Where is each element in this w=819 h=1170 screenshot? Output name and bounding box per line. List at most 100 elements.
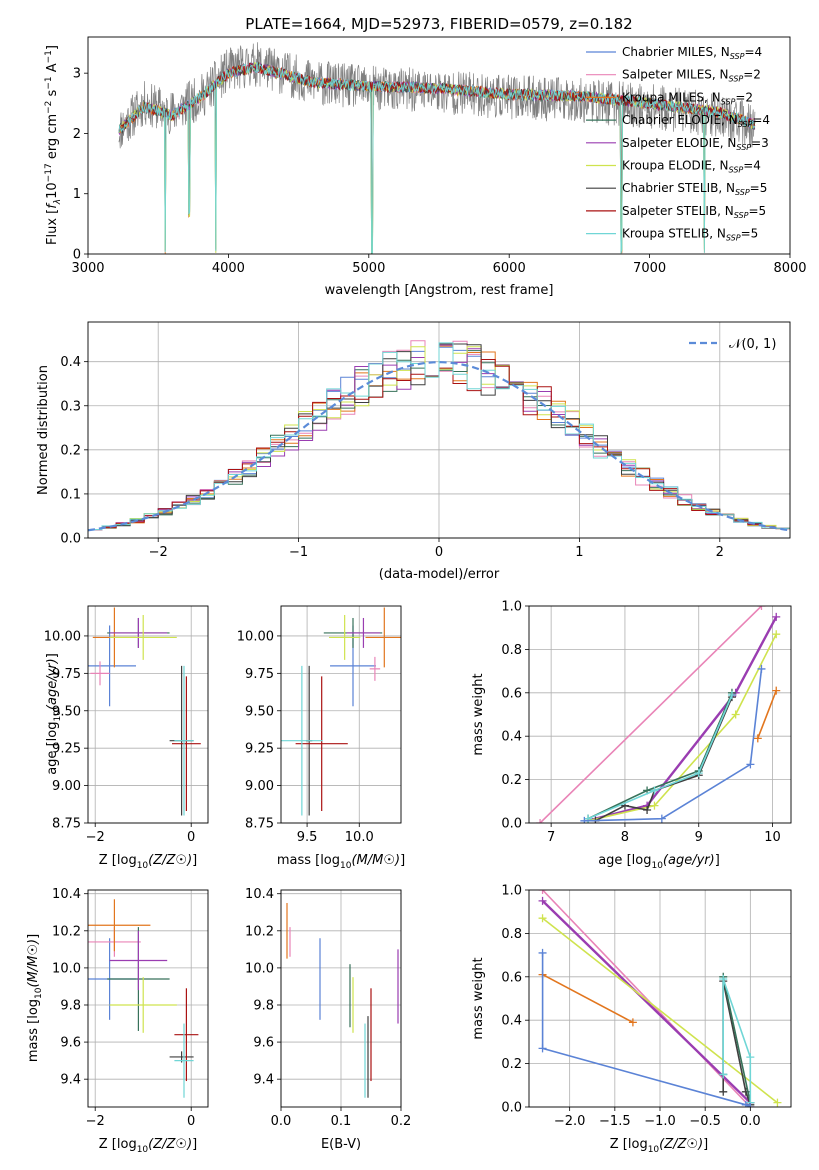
- label-sub: 10: [137, 1145, 149, 1155]
- label-part: (Z/Z☉): [148, 1137, 192, 1152]
- label-part: λ: [53, 199, 63, 205]
- weight-marker: [757, 664, 766, 673]
- legend-text: Kroupa MILES, N: [622, 90, 721, 104]
- x-axis-label: Z [log10(Z/Z☉)]: [610, 1137, 708, 1155]
- y-tick-label: 10.2: [245, 924, 274, 939]
- y-tick-label: 0.0: [60, 532, 81, 547]
- x-axis-label: wavelength [Angstrom, rest frame]: [325, 283, 554, 298]
- y-tick-label: 0.8: [501, 643, 522, 658]
- weight-marker: [746, 1053, 755, 1062]
- y-axis-label: mass weight: [471, 673, 486, 755]
- legend-text: Chabrier ELODIE, N: [622, 113, 738, 127]
- histogram-step: [88, 342, 790, 530]
- label-part: (age/yr): [45, 658, 60, 710]
- x-axis-label: Z [log10(Z/Z☉)]: [99, 1137, 197, 1155]
- label-part: ]: [26, 934, 41, 939]
- weight-marker: [538, 890, 547, 894]
- weight-series: [595, 696, 733, 822]
- legend-count: =4: [752, 113, 770, 127]
- y-tick-label: 9.6: [60, 1036, 81, 1051]
- legend-count: =5: [741, 227, 759, 241]
- y-tick-label: 0.6: [501, 970, 522, 985]
- grid: [281, 606, 401, 824]
- y-tick-label: 10.00: [237, 629, 274, 644]
- label-part: −1: [44, 50, 54, 63]
- y-tick-label: 10.0: [52, 961, 81, 976]
- y-tick-label: 9.00: [245, 779, 274, 794]
- y-tick-label: 10.4: [245, 887, 274, 902]
- x-tick-label: 7000: [633, 261, 666, 276]
- legend-text: Chabrier MILES, N: [622, 45, 730, 59]
- label-part: (M/M☉): [26, 939, 41, 988]
- y-tick-label: 1.0: [501, 884, 522, 899]
- model-spectrum: [118, 62, 756, 254]
- label-part: f: [45, 202, 60, 209]
- plot-area-age_vs_Z: [88, 607, 201, 816]
- legend-label: Salpeter ELODIE, NSSP=3: [622, 136, 769, 152]
- plot-area-residuals: [88, 340, 790, 532]
- weight-series: [542, 890, 751, 1107]
- y-tick-label: 9.50: [52, 704, 81, 719]
- y-tick-label: 9.4: [253, 1073, 274, 1088]
- label-part: (Z/Z☉): [148, 853, 192, 868]
- label-sub: 10: [53, 710, 63, 722]
- legend-text: Salpeter MILES, N: [622, 68, 729, 82]
- x-tick-label: 2: [716, 545, 724, 560]
- grid: [88, 890, 208, 1107]
- label-sub: 10: [340, 861, 352, 871]
- axes: −2.0 −1.5 −1.0 −0.5 0.0 0.0 0.2 0.4 0.6 0.8 1.0 mas…: [471, 884, 792, 1155]
- weight-marker: [741, 1100, 750, 1107]
- label-part: −1: [44, 76, 54, 89]
- x-tick-label: 0.2: [391, 1114, 412, 1129]
- x-tick-label: 6000: [493, 261, 526, 276]
- x-tick-label: −2: [86, 830, 105, 845]
- weight-marker: [538, 1044, 547, 1053]
- y-tick-label: 0.4: [501, 1014, 522, 1029]
- legend-label: Salpeter MILES, NSSP=2: [622, 68, 761, 84]
- legend-sub: SSP: [721, 97, 736, 106]
- weight-series: [587, 694, 733, 820]
- y-tick-label: 0.1: [60, 487, 81, 502]
- x-axis-label: age [log10(age/yr)]: [598, 853, 720, 871]
- weight-marker: [643, 805, 652, 814]
- legend-text: Kroupa ELODIE, N: [622, 159, 729, 173]
- grid: [529, 889, 791, 1108]
- legend-label: Kroupa ELODIE, NSSP=4: [622, 159, 761, 175]
- label-part: A: [45, 63, 60, 76]
- figure-title: PLATE=1664, MJD=52973, FIBERID=0579, z=0…: [245, 15, 632, 33]
- y-axis-label: mass weight: [471, 957, 486, 1039]
- axes: −2 −1 0 1 2 0.0 0.1 0.2 0.3 0.4 (data-model)/error…: [36, 321, 791, 582]
- y-tick-label: 3: [73, 67, 81, 82]
- y-tick-label: 10.0: [245, 961, 274, 976]
- x-tick-label: 0.1: [331, 1114, 352, 1129]
- label-part: ]: [192, 1137, 197, 1152]
- y-tick-label: 10.00: [44, 629, 81, 644]
- plot-area-spectrum: [118, 42, 756, 254]
- legend-sub: SSP: [736, 143, 751, 152]
- x-tick-label: 0: [187, 830, 195, 845]
- x-tick-label: 8: [621, 830, 629, 845]
- weight-marker: [746, 760, 755, 769]
- x-tick-label: 4000: [212, 261, 245, 276]
- x-tick-label: −2.0: [554, 1114, 586, 1129]
- label-part: age [log: [45, 722, 60, 775]
- legend-sub: SSP: [730, 52, 745, 61]
- weight-marker: [628, 1018, 637, 1027]
- y-tick-label: 9.75: [245, 667, 274, 682]
- x-tick-label: −2: [149, 545, 168, 560]
- legend-sub: SSP: [729, 75, 744, 84]
- y-tick-label: 8.75: [52, 817, 81, 832]
- panel-spectrum: 3000 4000 5000 6000 7000 8000 0 1 2 3 wavelength […: [44, 36, 807, 298]
- legend-label: Chabrier MILES, NSSP=4: [622, 45, 762, 61]
- x-tick-label: −1.5: [599, 1114, 631, 1129]
- legend-sub: SSP: [729, 166, 744, 175]
- legend-sub: SSP: [738, 120, 753, 129]
- y-tick-label: 9.25: [52, 742, 81, 757]
- weight-marker: [650, 801, 659, 810]
- weight-marker: [727, 690, 736, 699]
- legend-label: Chabrier ELODIE, NSSP=4: [622, 113, 770, 129]
- label-part: s: [45, 89, 60, 100]
